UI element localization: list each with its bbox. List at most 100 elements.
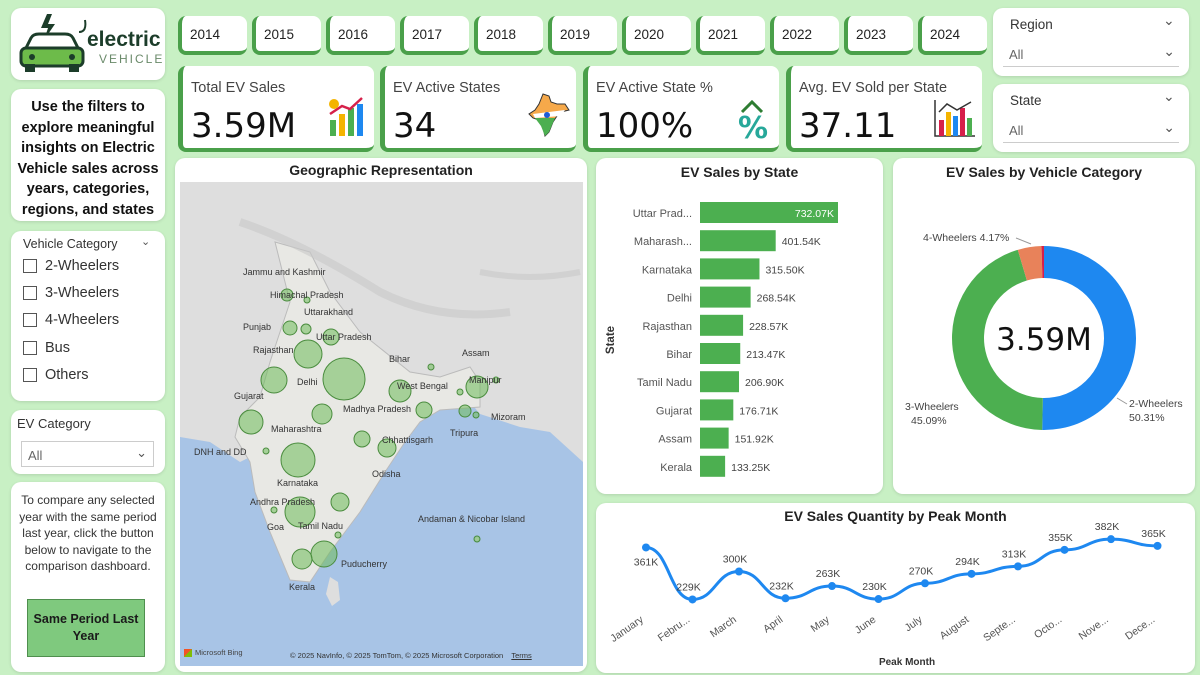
donut-slice[interactable] bbox=[1042, 246, 1137, 430]
checkbox[interactable] bbox=[23, 286, 37, 300]
bar[interactable] bbox=[700, 258, 760, 280]
line-point[interactable] bbox=[735, 567, 743, 576]
donut-slice[interactable] bbox=[1017, 246, 1043, 281]
map-bubbles bbox=[238, 288, 500, 570]
year-button-2024[interactable]: 2024 bbox=[918, 16, 987, 55]
line-point[interactable] bbox=[921, 579, 929, 588]
chevron-down-icon[interactable]: ⌄ bbox=[1163, 12, 1175, 28]
year-button-2017[interactable]: 2017 bbox=[400, 16, 469, 55]
line-point[interactable] bbox=[828, 582, 836, 591]
x-tick-label: May bbox=[809, 613, 833, 635]
checkbox-others[interactable]: Others bbox=[23, 367, 89, 383]
line-point[interactable] bbox=[1107, 535, 1115, 544]
checkbox-4-wheelers[interactable]: 4-Wheelers bbox=[23, 312, 119, 328]
bubble-maharashtra bbox=[280, 442, 316, 478]
bubble-kerala bbox=[291, 548, 313, 570]
bar-data-label: 732.07K bbox=[795, 208, 834, 220]
map-view[interactable]: Jammu and Kashmir Himachal Pradesh Uttar… bbox=[180, 182, 583, 666]
x-tick-label: August bbox=[938, 614, 972, 643]
bar[interactable] bbox=[700, 286, 751, 308]
chevron-down-icon: ⌄ bbox=[1163, 119, 1175, 135]
bubble-andaman bbox=[473, 535, 481, 543]
checkbox-bus[interactable]: Bus bbox=[23, 340, 70, 356]
bar[interactable] bbox=[700, 399, 734, 421]
checkbox[interactable] bbox=[23, 341, 37, 355]
logo-subtext: VEHICLE bbox=[99, 52, 165, 66]
line-point[interactable] bbox=[967, 569, 976, 578]
bubble-manipur bbox=[458, 404, 472, 418]
bar[interactable] bbox=[700, 230, 776, 252]
line-point[interactable] bbox=[1153, 541, 1162, 550]
bubble-meghalaya bbox=[456, 388, 464, 396]
point-data-label: 229K bbox=[676, 581, 701, 593]
line-point[interactable] bbox=[781, 594, 790, 603]
bar[interactable] bbox=[700, 427, 729, 449]
bar-data-label: 133.25K bbox=[731, 462, 770, 474]
map-label: Punjab bbox=[243, 322, 272, 332]
year-button-2020[interactable]: 2020 bbox=[622, 16, 691, 55]
bar[interactable] bbox=[700, 455, 726, 477]
year-button-2022[interactable]: 2022 bbox=[770, 16, 839, 55]
bar-category-label: Gujarat bbox=[656, 405, 692, 417]
year-button-2015[interactable]: 2015 bbox=[252, 16, 321, 55]
line-series bbox=[645, 537, 1158, 601]
bar[interactable] bbox=[700, 314, 744, 336]
bar[interactable] bbox=[700, 371, 740, 393]
checkbox[interactable] bbox=[23, 259, 37, 273]
chevron-down-icon[interactable]: ⌄ bbox=[1163, 88, 1175, 104]
chevron-down-icon[interactable]: ⌄ bbox=[141, 236, 151, 248]
ev-category-dropdown[interactable]: All ⌄ bbox=[21, 441, 154, 467]
donut-slice[interactable] bbox=[1041, 246, 1044, 279]
compare-hint-text: To compare any selected year with the sa… bbox=[19, 493, 157, 573]
bubble-uttar-pradesh bbox=[322, 357, 366, 401]
year-button-2023[interactable]: 2023 bbox=[844, 16, 913, 55]
line-point[interactable] bbox=[688, 595, 697, 604]
bubble-karnataka bbox=[284, 496, 316, 528]
slicer-title: State bbox=[1010, 93, 1042, 108]
map-label: Bihar bbox=[389, 354, 411, 364]
bar[interactable] bbox=[700, 343, 741, 364]
map-label: Tripura bbox=[450, 428, 479, 438]
year-button-2018[interactable]: 2018 bbox=[474, 16, 543, 55]
bar[interactable] bbox=[700, 202, 838, 223]
logo: electric VEHICLE bbox=[11, 8, 165, 80]
same-period-last-year-button[interactable]: Same Period Last Year bbox=[27, 599, 145, 657]
line-point[interactable] bbox=[1060, 545, 1069, 554]
bar-data-label: 268.54K bbox=[757, 293, 796, 305]
line-point[interactable] bbox=[874, 595, 883, 604]
map-label: Himachal Pradesh bbox=[270, 290, 344, 300]
state-dropdown[interactable]: All ⌄ bbox=[1003, 117, 1179, 143]
bar-category-label: Kerala bbox=[660, 462, 693, 474]
line-point[interactable] bbox=[642, 543, 650, 552]
checkbox-2-wheelers[interactable]: 2-Wheelers bbox=[23, 258, 119, 274]
kpi-value: 100% bbox=[596, 106, 694, 146]
terms-link[interactable]: Terms bbox=[511, 651, 532, 660]
checkbox[interactable] bbox=[23, 313, 37, 327]
chevron-down-icon: ⌄ bbox=[1163, 43, 1175, 59]
line-point[interactable] bbox=[1014, 562, 1022, 571]
x-tick-label: Dece... bbox=[1123, 614, 1157, 643]
bubble-punjab bbox=[282, 320, 298, 336]
map-label: Uttar Pradesh bbox=[316, 332, 372, 342]
checkbox-3-wheelers[interactable]: 3-Wheelers bbox=[23, 285, 119, 301]
map-label: Andhra Pradesh bbox=[250, 497, 316, 507]
kpi-avg-ev-sold-per-state: Avg. EV Sold per State 37.11 bbox=[786, 66, 982, 152]
year-button-2016[interactable]: 2016 bbox=[326, 16, 395, 55]
year-button-2019[interactable]: 2019 bbox=[548, 16, 617, 55]
map-label: Madhya Pradesh bbox=[343, 404, 412, 414]
donut-slice[interactable] bbox=[952, 249, 1043, 430]
point-data-label: 361K bbox=[634, 556, 659, 568]
bing-logo: Microsoft Bing bbox=[184, 648, 243, 657]
geographic-map-card: Geographic Representation bbox=[175, 158, 587, 672]
checkbox[interactable] bbox=[23, 368, 37, 382]
india-map-icon bbox=[528, 93, 570, 137]
map-label: Odisha bbox=[372, 469, 401, 479]
bubble-gujarat bbox=[238, 409, 264, 435]
region-dropdown[interactable]: All ⌄ bbox=[1003, 41, 1179, 67]
bubble-sikkim bbox=[427, 363, 435, 371]
kpi-value: 34 bbox=[393, 106, 437, 146]
year-button-2021[interactable]: 2021 bbox=[696, 16, 765, 55]
map-label: Tamil Nadu bbox=[298, 521, 344, 531]
year-button-2014[interactable]: 2014 bbox=[178, 16, 247, 55]
bubble-madhya-pradesh bbox=[311, 403, 333, 425]
